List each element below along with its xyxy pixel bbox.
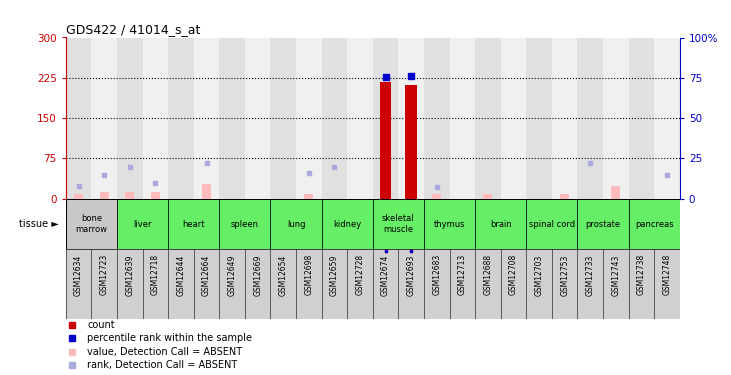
- Bar: [373, 199, 424, 249]
- Text: skeletal
muscle: skeletal muscle: [382, 214, 414, 234]
- Bar: [270, 38, 296, 199]
- Text: GSM12728: GSM12728: [355, 254, 365, 296]
- Text: GSM12683: GSM12683: [432, 254, 442, 296]
- Text: GSM12708: GSM12708: [509, 254, 518, 296]
- Text: kidney: kidney: [333, 220, 361, 228]
- Text: GSM12738: GSM12738: [637, 254, 646, 296]
- Bar: [245, 38, 270, 199]
- Bar: [432, 194, 442, 199]
- Text: GSM12693: GSM12693: [406, 254, 416, 296]
- Bar: [603, 38, 629, 199]
- Bar: [202, 184, 211, 199]
- Bar: [475, 38, 501, 199]
- Text: GSM12743: GSM12743: [611, 254, 621, 296]
- Text: GSM12639: GSM12639: [125, 254, 135, 296]
- Text: brain: brain: [490, 220, 512, 228]
- Text: GSM12703: GSM12703: [534, 254, 544, 296]
- Bar: [526, 38, 552, 199]
- Bar: [304, 194, 314, 199]
- Text: GSM12698: GSM12698: [304, 254, 314, 296]
- Bar: [526, 199, 577, 249]
- Bar: [483, 194, 493, 199]
- Bar: [143, 38, 168, 199]
- Bar: [117, 199, 168, 249]
- Bar: [194, 38, 219, 199]
- Text: spleen: spleen: [231, 220, 259, 228]
- Text: GSM12644: GSM12644: [176, 254, 186, 296]
- Text: GSM12748: GSM12748: [662, 254, 672, 296]
- Text: GSM12733: GSM12733: [586, 254, 595, 296]
- Bar: [560, 194, 569, 199]
- Text: rank, Detection Call = ABSENT: rank, Detection Call = ABSENT: [87, 360, 238, 370]
- Bar: [424, 38, 450, 199]
- Bar: [398, 38, 424, 199]
- Bar: [450, 38, 475, 199]
- Bar: [99, 192, 109, 199]
- Text: GSM12649: GSM12649: [227, 254, 237, 296]
- Text: tissue ►: tissue ►: [19, 219, 58, 229]
- Text: GSM12718: GSM12718: [151, 254, 160, 296]
- Text: liver: liver: [133, 220, 152, 228]
- Bar: [168, 199, 219, 249]
- Bar: [577, 199, 629, 249]
- Bar: [66, 38, 91, 199]
- Bar: [501, 38, 526, 199]
- Text: spinal cord: spinal cord: [529, 220, 575, 228]
- Text: value, Detection Call = ABSENT: value, Detection Call = ABSENT: [87, 346, 243, 357]
- Text: thymus: thymus: [433, 220, 466, 228]
- Text: GSM12659: GSM12659: [330, 254, 339, 296]
- Bar: [322, 199, 373, 249]
- Bar: [552, 38, 577, 199]
- Text: GSM12753: GSM12753: [560, 254, 569, 296]
- Bar: [629, 199, 680, 249]
- Bar: [406, 85, 417, 199]
- Text: pancreas: pancreas: [635, 220, 673, 228]
- Bar: [219, 38, 245, 199]
- Bar: [117, 38, 143, 199]
- Bar: [322, 38, 347, 199]
- Text: count: count: [87, 320, 115, 330]
- Text: heart: heart: [183, 220, 205, 228]
- Text: GSM12713: GSM12713: [458, 254, 467, 296]
- Bar: [219, 199, 270, 249]
- Bar: [475, 199, 526, 249]
- Bar: [424, 199, 475, 249]
- Text: GSM12723: GSM12723: [99, 254, 109, 296]
- Bar: [74, 194, 83, 199]
- Bar: [66, 199, 117, 249]
- Bar: [296, 38, 322, 199]
- Text: bone
marrow: bone marrow: [75, 214, 107, 234]
- Text: GSM12634: GSM12634: [74, 254, 83, 296]
- Bar: [629, 38, 654, 199]
- Bar: [347, 38, 373, 199]
- Bar: [270, 199, 322, 249]
- Text: GSM12654: GSM12654: [279, 254, 288, 296]
- Text: GDS422 / 41014_s_at: GDS422 / 41014_s_at: [66, 23, 200, 36]
- Text: GSM12664: GSM12664: [202, 254, 211, 296]
- Text: GSM12674: GSM12674: [381, 254, 390, 296]
- Bar: [373, 38, 398, 199]
- Bar: [91, 38, 117, 199]
- Text: GSM12669: GSM12669: [253, 254, 262, 296]
- Bar: [380, 82, 391, 199]
- Text: GSM12688: GSM12688: [483, 254, 493, 296]
- Bar: [611, 186, 621, 199]
- Bar: [654, 38, 680, 199]
- Text: lung: lung: [287, 220, 306, 228]
- Bar: [577, 38, 603, 199]
- Bar: [168, 38, 194, 199]
- Bar: [125, 192, 135, 199]
- Text: percentile rank within the sample: percentile rank within the sample: [87, 333, 252, 344]
- Bar: [151, 192, 160, 199]
- Text: prostate: prostate: [586, 220, 621, 228]
